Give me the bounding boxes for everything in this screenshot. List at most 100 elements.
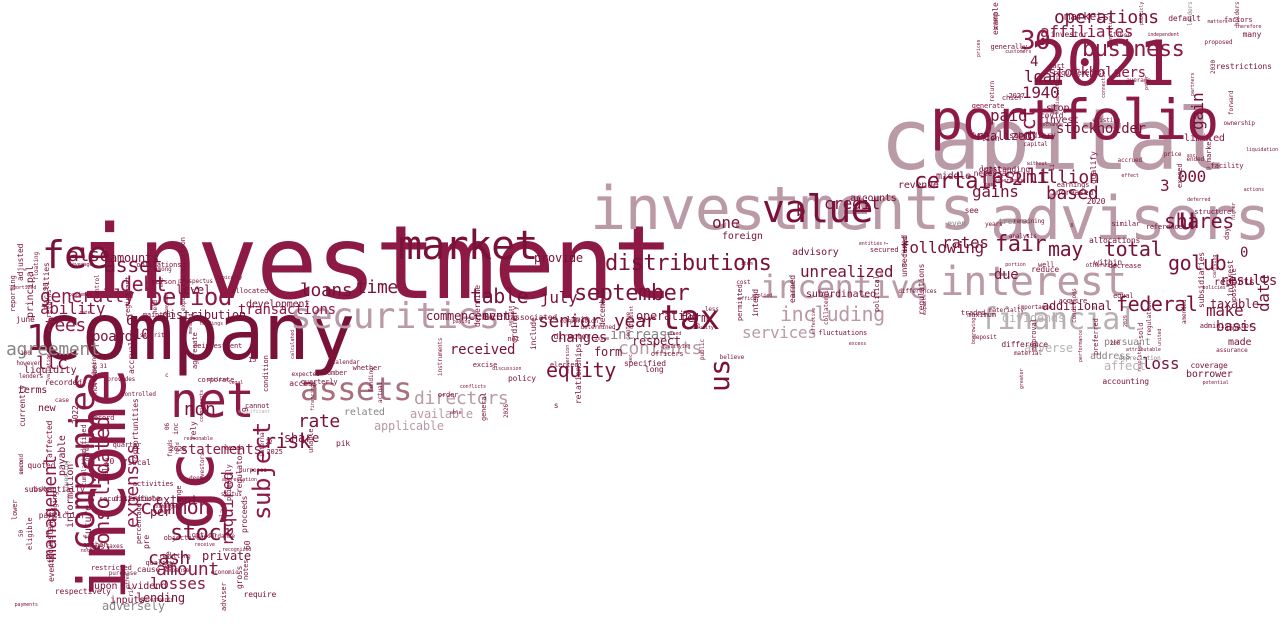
word-related: related — [344, 406, 385, 418]
word-debt: debt — [120, 272, 167, 296]
word-purposes: purposes — [238, 466, 267, 474]
word-development: development — [246, 298, 311, 310]
word-corporate: corporate — [197, 375, 235, 384]
word-elected: elected — [549, 361, 579, 369]
word-june: june — [16, 314, 35, 324]
word-attributable: attributable — [1125, 346, 1161, 353]
word-analysis: analysis — [1008, 232, 1037, 240]
word-additional: additional — [1042, 298, 1112, 313]
word-adviser: adviser — [220, 582, 229, 612]
word-gain: gain — [1188, 92, 1207, 130]
word-fee: fee — [42, 232, 109, 277]
word-received: received — [450, 342, 516, 359]
word-06: 06 — [163, 422, 171, 430]
word-deferred: deferred — [1187, 196, 1211, 203]
word-many: many — [1242, 30, 1262, 40]
word-experience: experience — [994, 178, 1024, 185]
word-following: following — [900, 238, 984, 258]
word-therefore: therefore — [1235, 24, 1262, 31]
word-see: see — [964, 205, 979, 215]
word-paying: paying — [452, 319, 471, 326]
word-invest: invest — [1044, 114, 1079, 126]
word-restricted: restricted — [91, 563, 132, 572]
word-public: public — [698, 339, 706, 361]
word-2020: 2020 — [1086, 197, 1106, 207]
word-default: default — [1168, 13, 1201, 23]
word-order: order — [437, 391, 459, 400]
word-either: either — [82, 540, 108, 549]
word-allocated: allocated — [231, 287, 269, 296]
word-consolidated: consolidated — [90, 416, 114, 556]
word-quoted: quoted — [27, 460, 56, 470]
word-defined: defined — [79, 424, 88, 454]
word-determine: determine — [472, 284, 482, 327]
word-8: 8 — [1070, 223, 1074, 230]
word-available: available — [410, 406, 473, 421]
word-assets: assets — [300, 369, 412, 408]
word-cash: cash — [148, 547, 190, 569]
word-operations: operations — [1054, 6, 1159, 28]
word-rate: rate — [298, 410, 340, 432]
word-cumulative: cumulative — [81, 450, 89, 486]
word-market: market — [1205, 137, 1214, 162]
word-objective: objective — [163, 534, 201, 543]
word-dividends: dividends — [1002, 310, 1065, 325]
word-reports: reports — [1214, 276, 1255, 288]
word-31: 31 — [99, 362, 107, 370]
word-expect: expect — [922, 297, 929, 316]
word-effect: effect — [1121, 173, 1139, 180]
word-lead: lead — [224, 444, 241, 453]
word-10: 10 — [133, 327, 150, 344]
word-eligible: eligible — [25, 517, 34, 550]
word-risks: risks — [30, 485, 49, 493]
word-1940: 1940 — [1022, 83, 1060, 103]
word-table: table — [470, 284, 529, 308]
word-administrator: administrator — [1199, 321, 1253, 330]
word-number: number — [322, 368, 348, 377]
word-lenders: lenders — [18, 373, 44, 381]
word-conditions: conditions — [1071, 288, 1079, 324]
word-3: 3 — [1160, 176, 1170, 196]
word-deemed: deemed — [189, 475, 211, 483]
word-shares: shares — [1164, 209, 1234, 233]
word-advisory: advisory — [792, 246, 839, 258]
word-unsecured: unsecured — [900, 234, 910, 277]
word-gross: gross — [234, 565, 244, 590]
word-fiscal: fiscal — [122, 457, 151, 467]
word-stop: stop — [1046, 102, 1070, 114]
word-regulation: regulation — [1145, 301, 1153, 337]
word-differences: differences — [898, 287, 937, 295]
word-investment: investment — [78, 204, 674, 324]
word-include: include — [528, 317, 538, 351]
word-proposed: proposed — [1204, 39, 1233, 47]
word-well: well — [1038, 261, 1055, 270]
word-prior: prior — [1144, 75, 1151, 91]
word-political: political — [873, 275, 882, 313]
word-non: non — [184, 398, 216, 420]
word-period: period — [148, 282, 232, 311]
word-200: 200 — [1109, 339, 1121, 347]
word-ownership: ownership — [1223, 120, 1255, 128]
word-risk: risk — [264, 429, 311, 453]
word-calculated: calculated — [290, 330, 297, 360]
word-require: require — [243, 590, 277, 600]
word-lower: lower — [11, 500, 20, 521]
word-markets: markets — [1064, 9, 1109, 23]
word-fund: fund — [971, 132, 986, 140]
word-upon: upon — [94, 580, 118, 592]
word-control: control — [93, 274, 101, 300]
word-primarily: primarily — [224, 464, 233, 502]
word-reinvestment: reinvestment — [193, 342, 243, 351]
word-regulatory: regulatory — [234, 446, 244, 494]
word-one: one — [712, 213, 740, 233]
word-ric: ric — [127, 586, 135, 598]
word-policies: policies — [1202, 284, 1226, 291]
word-libor: libor — [1112, 31, 1131, 39]
word-middle: middle — [936, 170, 971, 182]
word-payments: payments — [14, 601, 38, 608]
word-terms: terms — [18, 384, 48, 396]
word-000: 000 — [1178, 167, 1206, 187]
word-borrowing: borrowing — [971, 317, 978, 345]
word-structure: structure — [1194, 208, 1232, 216]
word-fair: fair — [995, 232, 1047, 258]
